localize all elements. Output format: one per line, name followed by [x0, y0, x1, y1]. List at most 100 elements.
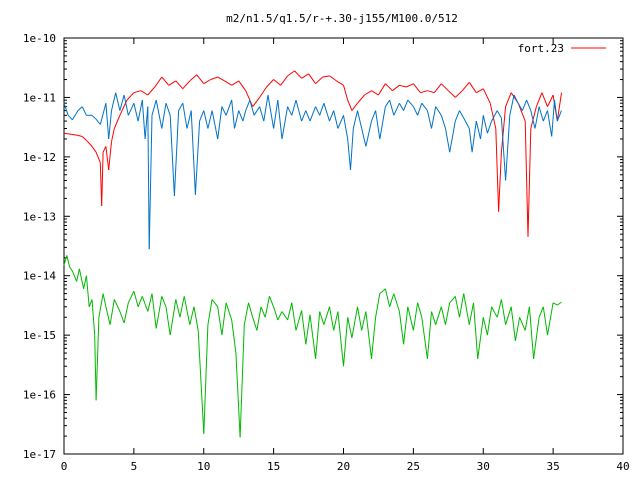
series-2-segment: [486, 306, 493, 336]
series-0-segment: [315, 76, 323, 85]
series-0-segment: [101, 152, 104, 206]
series-2-segment: [500, 299, 507, 325]
series-0-segment: [161, 76, 170, 86]
series-2-segment: [193, 306, 199, 331]
y-tick-label: 1e-17: [23, 448, 56, 461]
series-1-segment: [350, 128, 354, 171]
series-1-segment: [277, 100, 283, 140]
series-0-segment: [461, 81, 470, 92]
series-2-segment: [169, 299, 177, 336]
series-0-segment: [556, 92, 562, 122]
series-2-segment: [113, 299, 121, 312]
series-2-segment: [141, 296, 149, 312]
series-2-segment: [98, 293, 104, 318]
series-2-segment: [421, 317, 428, 359]
series-0-segment: [140, 90, 149, 96]
series-1-segment: [91, 114, 97, 120]
series-2-segment: [463, 293, 470, 325]
series-0-segment: [413, 83, 421, 94]
series-0-segment: [86, 139, 93, 147]
series-0-segment: [294, 70, 302, 79]
series-0-segment: [322, 75, 330, 78]
series-0-segment: [259, 86, 268, 98]
y-tick-label: 1e-15: [23, 329, 56, 342]
series-0-segment: [168, 80, 177, 86]
series-0-segment: [541, 92, 548, 107]
y-tick-label: 1e-13: [23, 210, 56, 223]
series-1-segment: [309, 106, 317, 122]
series-1-segment: [231, 100, 235, 129]
series-2-segment: [398, 311, 405, 345]
series-0-segment: [63, 132, 72, 135]
series-1-segment: [343, 115, 349, 140]
series-2-segment: [496, 299, 502, 318]
series-1-segment: [77, 106, 83, 111]
series-1-segment: [463, 117, 470, 129]
series-2-segment: [389, 293, 395, 307]
series-0-segment: [351, 102, 358, 111]
series-0-segment: [147, 86, 156, 96]
series-0-segment: [266, 79, 274, 88]
series-1-segment: [99, 103, 107, 125]
series-1-segment: [542, 110, 548, 122]
series-1-segment: [513, 94, 519, 104]
series-2-segment: [260, 306, 266, 318]
series-1-segment: [547, 110, 553, 137]
y-tick-label: 1e-10: [23, 32, 56, 45]
series-2-segment: [319, 311, 325, 325]
series-2-segment: [337, 311, 344, 367]
series-1-segment: [517, 102, 523, 111]
series-2-segment: [91, 299, 96, 336]
series-1-segment: [238, 110, 244, 122]
series-2-segment: [256, 306, 262, 331]
series-1-segment: [249, 99, 255, 116]
series-2-segment: [435, 306, 442, 325]
series-2-segment: [243, 302, 249, 325]
series-2-segment: [231, 319, 237, 354]
series-1-segment: [155, 100, 163, 129]
series-0-segment: [111, 128, 115, 142]
series-1-segment: [234, 110, 240, 129]
series-0-segment: [377, 83, 386, 96]
series-0-segment: [77, 134, 83, 137]
series-0-segment: [70, 133, 79, 136]
series-1-segment: [357, 110, 363, 129]
series-1-segment: [538, 106, 544, 122]
series-1-segment: [347, 138, 351, 171]
series-2-segment: [102, 293, 107, 307]
series-0-segment: [91, 146, 97, 153]
series-1-segment: [500, 117, 507, 181]
series-0-segment: [273, 79, 281, 86]
series-1-segment: [526, 99, 532, 111]
series-1-segment: [259, 106, 265, 122]
series-0-segment: [95, 152, 101, 163]
series-2-segment: [528, 306, 535, 359]
series-1-segment: [263, 94, 269, 122]
legend-label-fort23: fort.23: [518, 42, 564, 55]
series-1-segment: [182, 103, 188, 129]
series-1-segment: [412, 106, 419, 116]
series-0-segment: [102, 146, 107, 153]
series-0-segment: [182, 80, 191, 90]
series-1-segment: [217, 106, 223, 140]
series-1-segment: [365, 120, 372, 147]
series-1-segment: [190, 110, 196, 195]
series-1-segment: [267, 94, 275, 129]
series-1-segment: [291, 99, 297, 116]
series-2-segment: [203, 324, 209, 434]
series-1-segment: [178, 102, 184, 111]
axis-ticks: 0 5 10 15 20 25 30 35 40 1e-17 1e-16 1e-15 1e-14 1e-1…: [23, 32, 630, 473]
series-0-segment: [329, 75, 337, 82]
series-2-segment: [105, 306, 111, 325]
series-1-segment: [482, 115, 488, 134]
series-1-segment: [475, 120, 481, 140]
series-2-segment: [542, 306, 548, 336]
series-2-segment: [268, 296, 275, 307]
series-2-segment: [454, 296, 460, 318]
series-1-segment: [556, 110, 562, 122]
series-1-segment: [371, 110, 377, 122]
series-0-segment: [482, 88, 491, 104]
series-2-segment: [426, 311, 432, 359]
series-0-segment: [287, 70, 295, 77]
